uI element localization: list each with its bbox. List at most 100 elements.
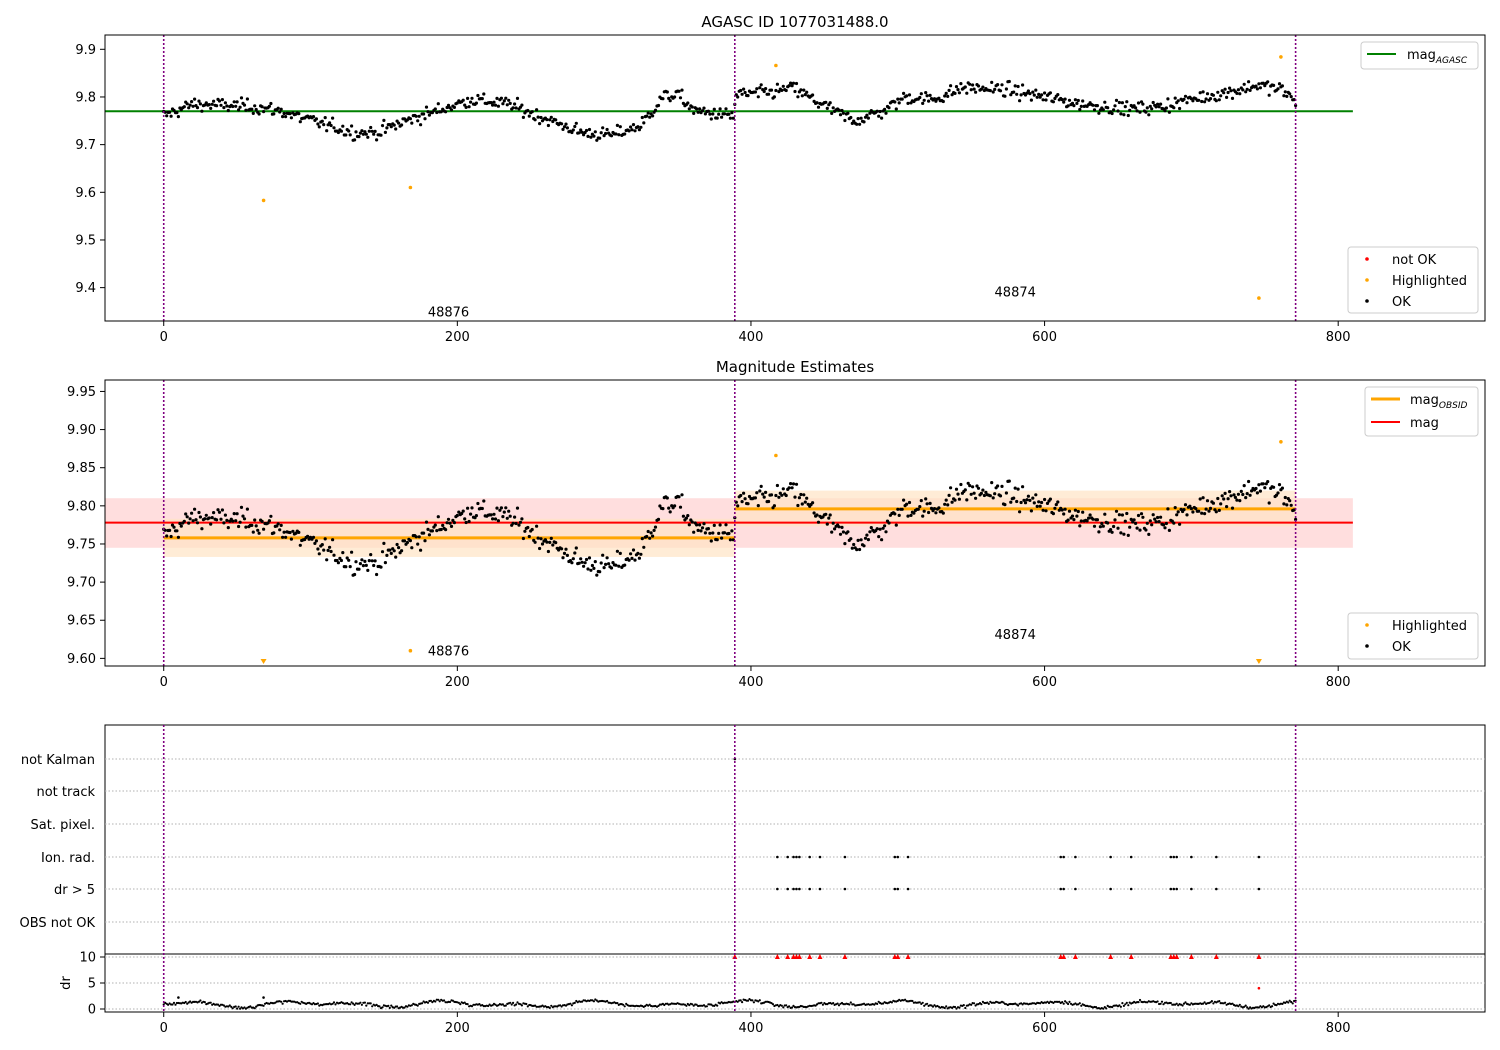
ok-point [1229,89,1233,93]
ok-point [325,558,329,562]
ok-point [586,134,590,138]
ok-point [1182,508,1186,512]
flag-point [808,887,811,891]
ok-point [648,115,652,119]
ok-point [408,539,412,543]
ok-point [423,117,427,121]
dr-point [421,1002,424,1005]
ok-point [367,559,371,563]
ok-point [642,545,646,549]
ok-point [1211,501,1215,505]
ok-point [680,88,684,92]
ok-point [599,561,603,565]
ok-point [466,506,470,510]
ok-point [900,97,904,101]
dr-clipped-marker [817,954,823,959]
ok-point [455,513,459,518]
estimates-panel-ytick-label: 9.80 [67,499,96,514]
ok-point [445,521,449,525]
ok-point [493,517,498,521]
ok-point [344,565,348,569]
ok-point [470,96,474,100]
dr-point [716,1004,719,1007]
ok-point [825,522,829,526]
ok-point [1019,93,1023,97]
ok-point [1088,513,1092,517]
ok-point [521,536,526,541]
dr-point [550,1004,553,1007]
ok-point [884,111,888,115]
dr-point [177,996,180,999]
dr-point [1291,1002,1294,1005]
ok-point [492,100,496,104]
ok-point [383,561,387,565]
ok-point [467,519,471,524]
ok-point [645,114,649,118]
ok-point [762,89,766,94]
ok-point [636,125,640,129]
ok-point [789,482,793,486]
ok-point [919,92,923,96]
dr-point [962,1004,965,1007]
ok-point [210,102,214,106]
ok-point [1003,94,1007,98]
ok-point [469,100,473,104]
ok-point [1097,111,1101,115]
ok-point [1138,110,1142,114]
ok-point [565,126,570,130]
ok-point [709,117,713,121]
ok-point [1066,518,1070,522]
ok-point [168,528,172,533]
dr-point [388,1006,391,1010]
ok-point [449,108,454,112]
ok-point [706,109,711,113]
dr-point [1246,1006,1249,1009]
ok-point [257,531,261,535]
ok-point [1029,98,1033,102]
ok-point [696,528,700,533]
dr-point [923,1004,926,1007]
ok-point [363,559,367,564]
ok-point [681,101,686,105]
ok-point [439,110,443,114]
ok-point [753,496,758,500]
ok-point [414,535,418,539]
dr-point [1156,1000,1159,1003]
dr-clipped-marker [895,954,901,959]
flag-point [1129,855,1133,859]
ok-point [878,527,882,531]
ok-point [1283,495,1287,500]
ok-point [595,138,599,142]
obsid-label: 48876 [428,645,469,660]
ok-point [1272,485,1276,489]
ok-point [316,547,320,551]
ok-point [907,93,912,97]
ok-point [893,512,897,516]
ok-point [1013,84,1017,88]
ok-point [629,125,633,129]
ok-point [950,500,954,504]
ok-point [1191,510,1195,514]
dr-point [837,1004,841,1007]
ok-point [1054,503,1058,507]
ok-point [1076,98,1080,103]
dr-point [788,1005,791,1008]
ok-point [394,555,398,559]
ok-point [696,110,700,114]
ok-point [601,126,605,130]
ok-point [551,543,555,547]
ok-point [976,486,981,490]
dr-point [739,999,742,1002]
ok-point [284,535,288,539]
ok-point [1261,81,1265,85]
ok-point [944,498,948,502]
ok-point [238,520,242,524]
ok-point [226,108,230,113]
ok-point [520,103,524,107]
ok-point [1203,511,1207,516]
ok-point [358,131,362,135]
ok-point [489,513,493,517]
ok-point [539,115,543,120]
ok-point [1125,100,1129,104]
ok-point [536,536,540,540]
